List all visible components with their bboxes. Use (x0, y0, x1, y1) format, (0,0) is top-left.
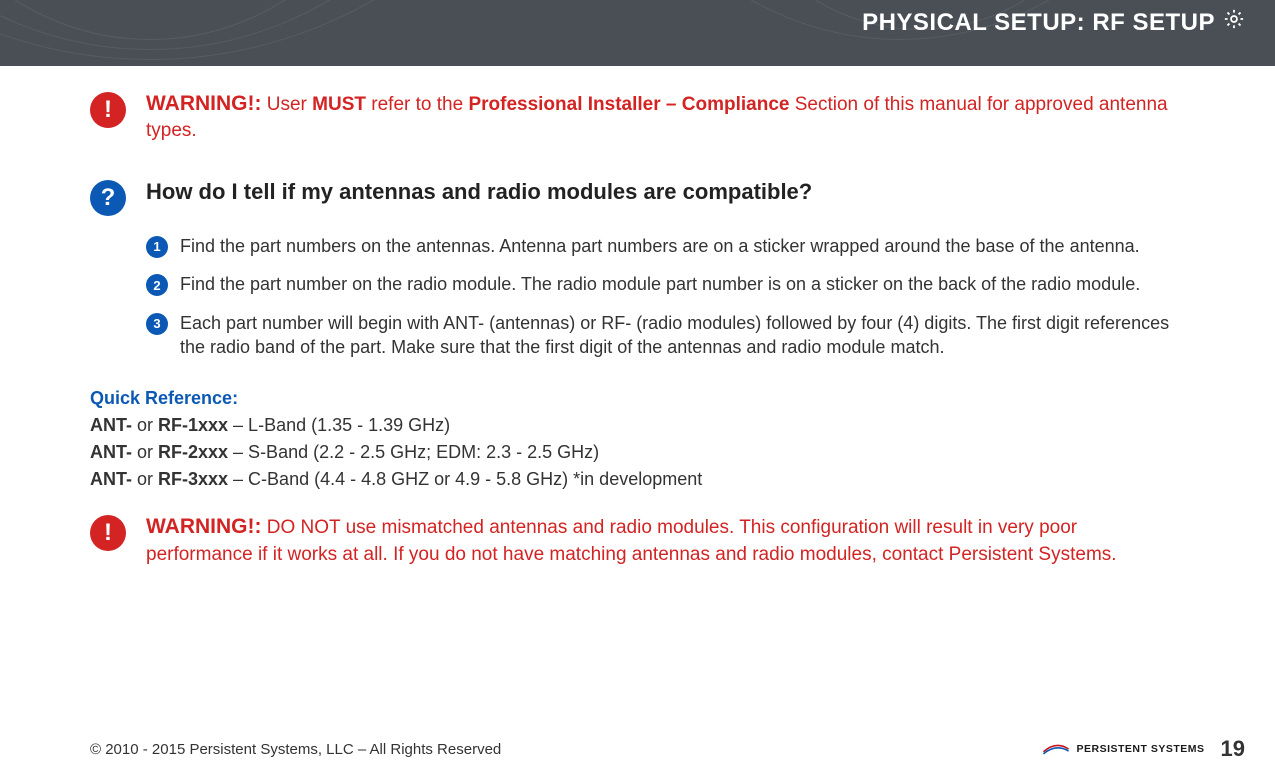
warning-icon: ! (90, 92, 126, 128)
header-title-text: PHYSICAL SETUP: RF SETUP (862, 9, 1215, 37)
step-text: Each part number will begin with ANT- (a… (180, 311, 1185, 360)
quickref-line: ANT- or RF-1xxx – L-Band (1.35 - 1.39 GH… (90, 412, 1185, 439)
warning-1-text: WARNING!: User MUST refer to the Profess… (146, 90, 1185, 144)
quickref-title: Quick Reference: (90, 385, 1185, 412)
step-item: 3 Each part number will begin with ANT- … (146, 311, 1185, 360)
step-number-badge: 1 (146, 236, 168, 258)
quick-reference: Quick Reference: ANT- or RF-1xxx – L-Ban… (90, 385, 1185, 493)
question-title: How do I tell if my antennas and radio m… (146, 178, 1185, 207)
page-header-title: PHYSICAL SETUP: RF SETUP (862, 8, 1245, 37)
step-item: 1 Find the part numbers on the antennas.… (146, 234, 1185, 258)
copyright-text: © 2010 - 2015 Persistent Systems, LLC – … (90, 741, 501, 758)
warning-2-text: WARNING!: DO NOT use mismatched antennas… (146, 513, 1185, 567)
logo-swoosh-icon (1042, 742, 1070, 756)
quickref-line: ANT- or RF-3xxx – C-Band (4.4 - 4.8 GHZ … (90, 466, 1185, 493)
content: ! WARNING!: User MUST refer to the Profe… (0, 66, 1275, 567)
quickref-line: ANT- or RF-2xxx – S-Band (2.2 - 2.5 GHz;… (90, 439, 1185, 466)
warning-block-1: ! WARNING!: User MUST refer to the Profe… (90, 90, 1185, 144)
step-text: Find the part number on the radio module… (180, 272, 1185, 296)
step-text: Find the part numbers on the antennas. A… (180, 234, 1185, 258)
step-number-badge: 2 (146, 274, 168, 296)
question-block: ? How do I tell if my antennas and radio… (90, 178, 1185, 216)
warning-2-label: WARNING!: (146, 515, 261, 538)
warning-1-label: WARNING!: (146, 92, 261, 115)
step-number-badge: 3 (146, 313, 168, 335)
gear-icon (1223, 8, 1245, 37)
warning-block-2: ! WARNING!: DO NOT use mismatched antenn… (90, 513, 1185, 567)
warning-icon: ! (90, 515, 126, 551)
step-item: 2 Find the part number on the radio modu… (146, 272, 1185, 296)
question-icon: ? (90, 180, 126, 216)
company-logo: PERSISTENT SYSTEMS (1042, 742, 1204, 756)
logo-text: PERSISTENT SYSTEMS (1076, 743, 1204, 755)
footer: © 2010 - 2015 Persistent Systems, LLC – … (90, 736, 1245, 762)
steps-list: 1 Find the part numbers on the antennas.… (146, 234, 1185, 359)
header-bar: PHYSICAL SETUP: RF SETUP (0, 0, 1275, 66)
page-number: 19 (1221, 736, 1245, 762)
